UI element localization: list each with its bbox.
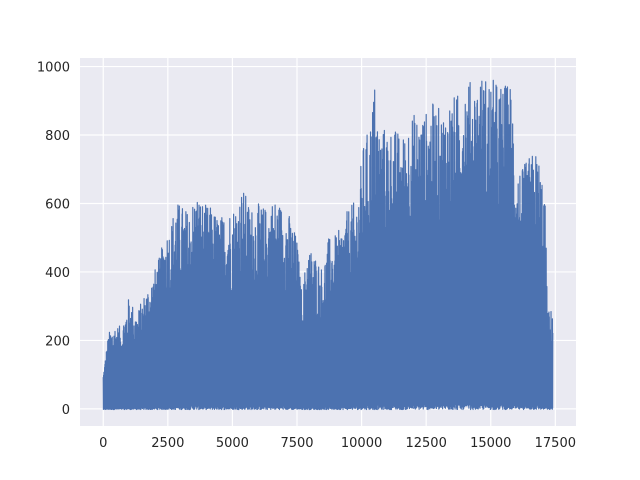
x-tick-label: 5000	[216, 436, 249, 451]
x-tick-label: 17500	[535, 436, 576, 451]
y-tick-label: 400	[45, 266, 70, 281]
y-tick-label: 1000	[37, 61, 70, 76]
series-line	[102, 79, 554, 411]
y-tick-label: 200	[45, 334, 70, 349]
plot-area	[102, 79, 554, 411]
x-tick-label: 10000	[341, 436, 382, 451]
y-tick-label: 0	[62, 403, 70, 418]
y-tick-label: 800	[45, 129, 70, 144]
x-tick-label: 12500	[405, 436, 446, 451]
x-tick-label: 0	[99, 436, 107, 451]
x-tick-label: 15000	[470, 436, 511, 451]
y-axis-ticks: 0 200 400 600 800 1000	[37, 61, 70, 418]
x-tick-label: 7500	[280, 436, 313, 451]
x-tick-label: 2500	[151, 436, 184, 451]
x-axis-ticks: 0 2500 5000 7500 10000 12500 15000 17500	[99, 436, 576, 451]
y-tick-label: 600	[45, 197, 70, 212]
